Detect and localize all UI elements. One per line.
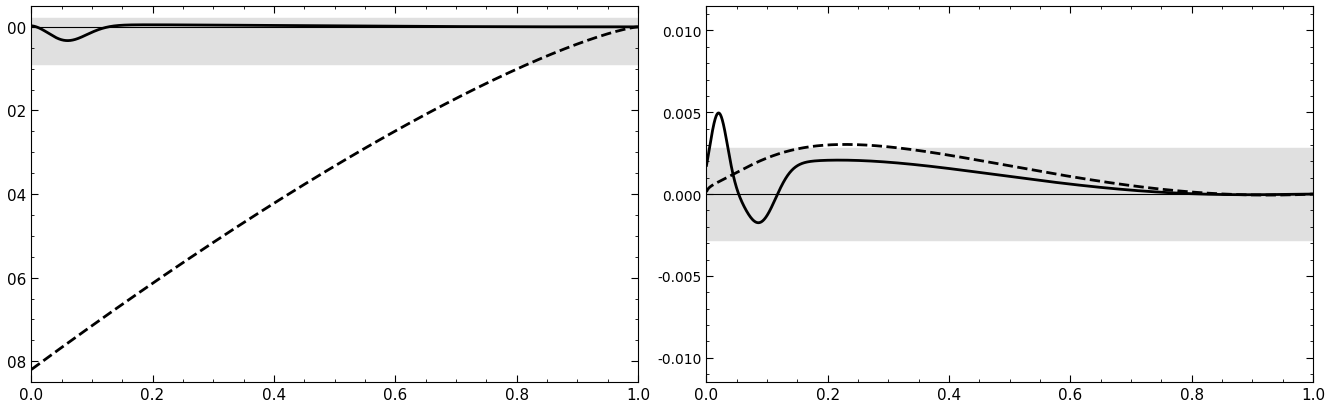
Bar [31,20,638,65]
Bar [706,149,1313,240]
